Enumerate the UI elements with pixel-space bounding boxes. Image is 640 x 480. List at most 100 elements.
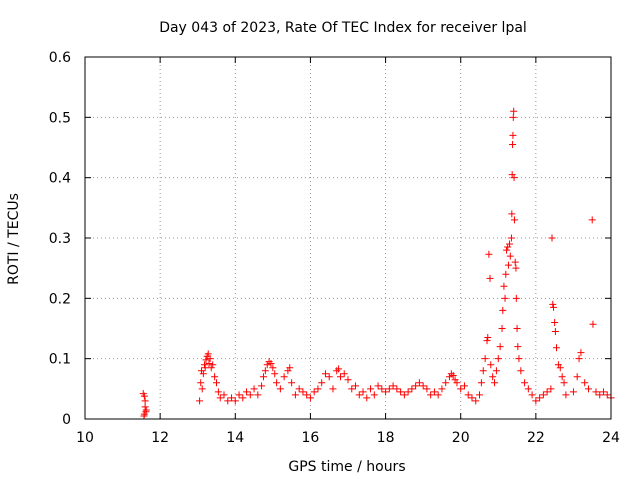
data-point [506,252,514,260]
data-point [434,391,442,399]
data-point [508,171,516,179]
x-tick-label: 16 [302,430,320,446]
x-tick-label: 12 [151,430,169,446]
data-point [509,140,517,148]
x-tick-label: 10 [76,430,94,446]
data-point [259,373,267,381]
data-point [543,388,551,396]
grid [85,57,611,419]
data-point [423,385,431,393]
data-point [502,270,510,278]
x-axis-label: GPS time / hours [288,459,405,475]
data-point [581,379,589,387]
x-tick-label: 22 [527,430,545,446]
data-point [197,367,205,375]
chart-title: Day 043 of 2023, Rate Of TEC Index for r… [159,20,527,36]
y-tick-label: 0.6 [49,50,71,66]
y-tick-label: 0.5 [49,110,71,126]
plot-border [84,56,612,420]
data-point [464,391,472,399]
data-point [355,391,363,399]
data-point [549,300,557,308]
data-point [569,388,577,396]
data-point [513,325,521,332]
axis-ticks: 10 12 14 16 18 20 22 24 0 0.1 0.2 0.3 0.4 0.5 0.6 [49,50,620,446]
data-point [378,385,386,393]
data-point [468,394,476,402]
data-point [140,392,148,400]
data-point [267,359,275,367]
data-point [333,367,341,375]
data-point [344,376,352,384]
data-point [511,258,519,266]
data-point [306,394,314,402]
data-point [447,370,455,378]
data-point [514,343,522,351]
data-point [216,394,224,402]
data-point [477,379,485,387]
data-point [575,355,583,363]
data-point [547,385,555,393]
data-point [224,397,232,405]
data-point [214,388,222,396]
data-point [562,391,570,399]
data-point [521,379,529,387]
data-point [336,373,344,381]
data-point [453,379,461,387]
y-axis-label: ROTI / TECUs [6,193,22,285]
data-point [205,359,213,367]
data-point [198,385,206,393]
data-point [202,356,210,364]
data-point [370,391,378,399]
data-point [550,303,558,311]
data-point [385,385,393,393]
data-point [246,391,254,399]
data-point [588,216,596,224]
data-point [404,388,412,396]
data-point [445,373,453,381]
data-point [499,306,507,314]
data-point [269,364,277,372]
data-point [494,355,502,363]
data-point [295,385,303,393]
data-point [397,388,405,396]
data-point [551,328,559,336]
data-point [486,274,494,282]
data-point [213,379,220,387]
data-point [498,325,506,332]
data-point [577,349,585,357]
data-point [509,113,517,121]
data-point [400,391,408,399]
data-point [451,376,459,384]
data-point [489,373,497,381]
data-point [556,364,564,372]
data-point [280,373,288,381]
data-point [265,358,273,366]
data-point [140,412,148,420]
y-tick-label: 0.2 [49,291,71,307]
x-tick-label: 24 [602,430,620,446]
data-point [197,379,205,387]
data-point [589,320,597,328]
data-point [211,373,219,381]
data-point [524,385,532,393]
data-point [501,294,509,302]
data-point [235,391,243,399]
data-point [258,382,266,390]
data-point [503,246,511,254]
data-point [209,361,217,369]
y-tick-label: 0.3 [49,231,71,247]
data-point [335,365,343,373]
data-point [408,385,416,393]
data-point [419,382,427,390]
data-point [560,379,568,387]
data-point [284,367,292,375]
data-point [507,234,515,242]
data-point [231,397,239,405]
data-point [199,370,207,378]
data-point [367,385,375,393]
data-point [510,174,518,182]
data-point [596,391,604,399]
data-point [271,370,279,378]
